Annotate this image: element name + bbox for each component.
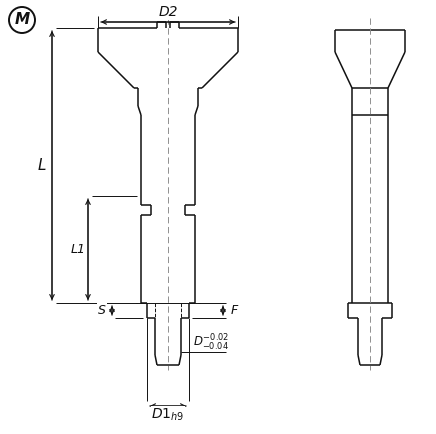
Text: M: M xyxy=(14,11,30,26)
Text: $D^{-0.02}_{-0.04}$: $D^{-0.02}_{-0.04}$ xyxy=(193,333,229,353)
Text: D2: D2 xyxy=(158,5,178,19)
Text: L1: L1 xyxy=(71,243,85,256)
Text: $D1_{h9}$: $D1_{h9}$ xyxy=(151,407,185,423)
Text: L: L xyxy=(38,158,46,173)
Text: S: S xyxy=(98,304,106,317)
Text: F: F xyxy=(231,304,238,317)
